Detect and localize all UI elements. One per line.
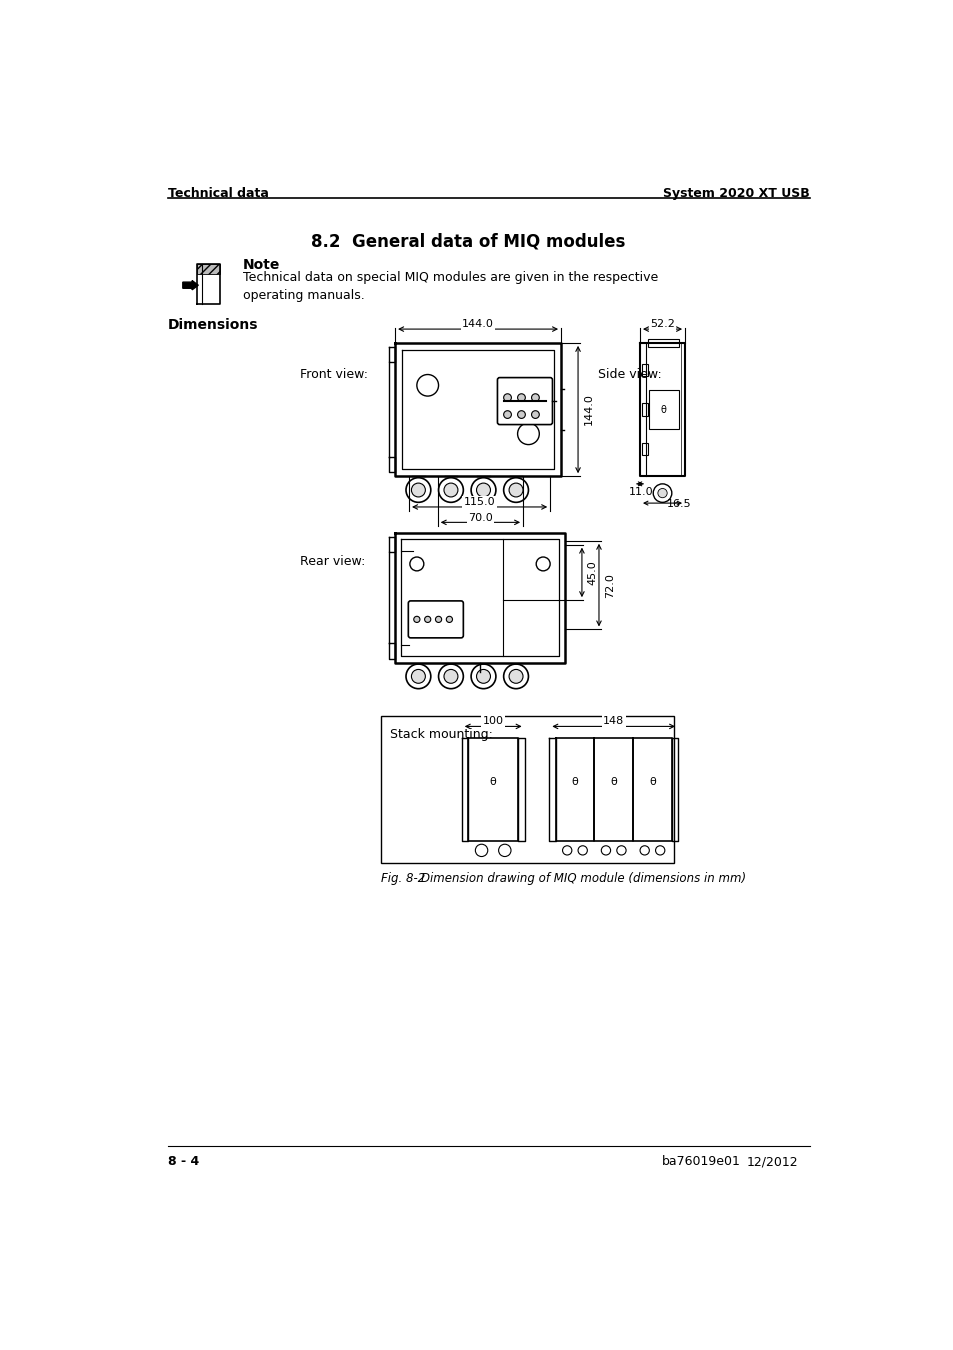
Text: 144.0: 144.0	[461, 320, 494, 329]
Circle shape	[410, 558, 423, 571]
Text: θ: θ	[610, 776, 617, 787]
Circle shape	[517, 423, 538, 444]
Circle shape	[531, 394, 538, 401]
Text: Technical data on special MIQ modules are given in the respective
operating manu: Technical data on special MIQ modules ar…	[243, 271, 658, 302]
Circle shape	[475, 844, 487, 856]
Text: θ: θ	[571, 776, 578, 787]
Bar	[641, 363, 647, 377]
Circle shape	[476, 483, 490, 497]
Text: θ: θ	[648, 776, 655, 787]
Text: 52.2: 52.2	[649, 320, 675, 329]
Circle shape	[416, 374, 438, 396]
Text: 72.0: 72.0	[604, 572, 614, 598]
Text: Stack mounting:: Stack mounting:	[390, 728, 493, 741]
Bar	[641, 443, 647, 455]
Text: 148: 148	[602, 716, 623, 726]
Text: 70.0: 70.0	[468, 513, 493, 522]
Circle shape	[471, 664, 496, 689]
Bar	[649, 390, 679, 429]
Text: General data of MIQ modules: General data of MIQ modules	[352, 232, 624, 251]
Circle shape	[562, 845, 571, 855]
Circle shape	[498, 844, 511, 856]
Text: Dimension drawing of MIQ module (dimensions in mm): Dimension drawing of MIQ module (dimensi…	[421, 872, 746, 886]
Circle shape	[411, 483, 425, 497]
Text: Note: Note	[243, 258, 280, 273]
Circle shape	[435, 617, 441, 622]
Bar	[641, 404, 647, 416]
Circle shape	[503, 394, 511, 401]
Circle shape	[658, 489, 666, 498]
Circle shape	[639, 845, 649, 855]
Circle shape	[509, 670, 522, 683]
Text: Technical data: Technical data	[168, 186, 269, 200]
Circle shape	[503, 410, 511, 418]
Text: Front view:: Front view:	[299, 367, 368, 381]
Circle shape	[471, 478, 496, 502]
Text: θ: θ	[659, 405, 665, 414]
Circle shape	[443, 670, 457, 683]
Text: 8.2: 8.2	[311, 232, 340, 251]
Circle shape	[509, 483, 522, 497]
FancyBboxPatch shape	[408, 601, 463, 637]
Text: 8 - 4: 8 - 4	[168, 1156, 199, 1168]
Text: 16.5: 16.5	[666, 500, 690, 509]
Circle shape	[406, 478, 431, 502]
Circle shape	[438, 478, 463, 502]
Text: ba76019e01: ba76019e01	[661, 1156, 740, 1168]
Circle shape	[414, 617, 419, 622]
Circle shape	[655, 845, 664, 855]
Circle shape	[517, 410, 525, 418]
Circle shape	[653, 483, 671, 502]
Text: θ: θ	[489, 776, 497, 787]
Circle shape	[503, 664, 528, 689]
Text: System 2020 XT USB: System 2020 XT USB	[662, 186, 809, 200]
FancyArrow shape	[183, 281, 198, 290]
Text: Rear view:: Rear view:	[299, 555, 365, 568]
Text: 11.0: 11.0	[629, 487, 653, 497]
Text: Dimensions: Dimensions	[168, 317, 258, 332]
Circle shape	[424, 617, 431, 622]
Circle shape	[406, 664, 431, 689]
Circle shape	[578, 845, 587, 855]
Circle shape	[536, 558, 550, 571]
Circle shape	[503, 478, 528, 502]
Bar	[381, 717, 674, 863]
Bar	[647, 339, 679, 347]
Text: 45.0: 45.0	[587, 560, 598, 585]
Circle shape	[517, 394, 525, 401]
FancyBboxPatch shape	[497, 378, 552, 424]
Circle shape	[531, 410, 538, 418]
Text: 12/2012: 12/2012	[746, 1156, 798, 1168]
Circle shape	[438, 664, 463, 689]
Text: 115.0: 115.0	[463, 497, 495, 508]
Bar	[196, 265, 220, 274]
Text: Side view:: Side view:	[598, 367, 661, 381]
Circle shape	[476, 670, 490, 683]
Text: 144.0: 144.0	[583, 394, 594, 425]
Circle shape	[600, 845, 610, 855]
Text: Fig. 8-2: Fig. 8-2	[381, 872, 425, 886]
Text: 100: 100	[482, 716, 503, 726]
Circle shape	[443, 483, 457, 497]
Circle shape	[617, 845, 625, 855]
Circle shape	[446, 617, 452, 622]
Circle shape	[411, 670, 425, 683]
